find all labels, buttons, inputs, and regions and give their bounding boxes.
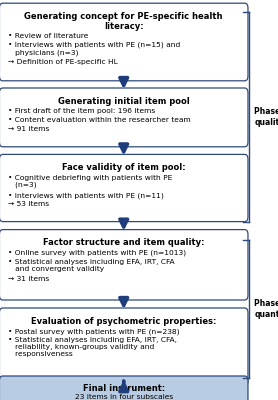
Text: → 91 items: → 91 items xyxy=(8,126,49,132)
Text: Phase I:
qualitative: Phase I: qualitative xyxy=(254,107,278,127)
Text: • Statistical analyses including EFA, IRT, CFA
   and convergent validity: • Statistical analyses including EFA, IR… xyxy=(8,259,174,272)
FancyBboxPatch shape xyxy=(0,88,248,147)
FancyBboxPatch shape xyxy=(0,3,248,81)
Text: → 31 items: → 31 items xyxy=(8,276,49,282)
Text: 23 items in four subscales: 23 items in four subscales xyxy=(75,394,173,400)
Text: • Interviews with patients with PE (n=11): • Interviews with patients with PE (n=11… xyxy=(8,192,164,199)
Text: • Cognitive debriefing with patients with PE
   (n=3): • Cognitive debriefing with patients wit… xyxy=(8,175,172,188)
Text: Generating concept for PE-specific health
literacy:: Generating concept for PE-specific healt… xyxy=(24,12,223,31)
Text: → Definition of PE-specific HL: → Definition of PE-specific HL xyxy=(8,59,118,65)
Text: • Content evaluation within the researcher team: • Content evaluation within the research… xyxy=(8,117,190,123)
Text: Evaluation of psychometric properties:: Evaluation of psychometric properties: xyxy=(31,317,216,326)
Text: Factor structure and item quality:: Factor structure and item quality: xyxy=(43,238,204,247)
Text: → 53 items: → 53 items xyxy=(8,201,49,207)
Text: Phase II:
quantitative: Phase II: quantitative xyxy=(254,299,278,319)
FancyBboxPatch shape xyxy=(0,376,248,400)
Text: • First draft of the item pool: 196 items: • First draft of the item pool: 196 item… xyxy=(8,108,155,114)
FancyBboxPatch shape xyxy=(0,230,248,300)
Text: • Online survey with patients with PE (n=1013): • Online survey with patients with PE (n… xyxy=(8,250,186,256)
Text: Generating initial item pool: Generating initial item pool xyxy=(58,97,190,106)
Text: • Interviews with patients with PE (n=15) and
   physicians (n=3): • Interviews with patients with PE (n=15… xyxy=(8,42,180,56)
Text: Final instrument:: Final instrument: xyxy=(83,384,165,393)
Text: • Statistical analyses including EFA, IRT, CFA,
   reliability, known-groups val: • Statistical analyses including EFA, IR… xyxy=(8,337,177,357)
Text: Face validity of item pool:: Face validity of item pool: xyxy=(62,163,185,172)
FancyBboxPatch shape xyxy=(0,154,248,222)
Text: • Postal survey with patients with PE (n=238): • Postal survey with patients with PE (n… xyxy=(8,328,179,335)
Text: • Review of literature: • Review of literature xyxy=(8,33,88,39)
FancyBboxPatch shape xyxy=(0,308,248,386)
